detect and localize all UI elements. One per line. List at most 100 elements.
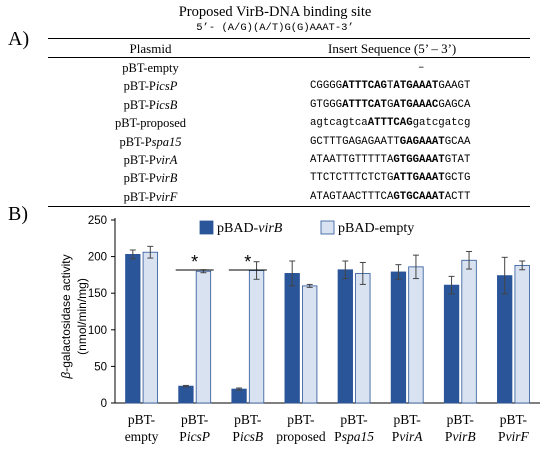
plasmid-name: pBT-PicsP <box>123 79 178 94</box>
insert-sequence: ATAGTAACTTTCAGTGCAAATACTT <box>310 190 471 203</box>
insert-sequence: agtcagtcaATTTCAGgatcgatcg <box>310 117 471 130</box>
plasmid-name: pBT-PvirA <box>123 153 178 167</box>
bar-virB <box>337 269 353 404</box>
insert-sequence: TTCTCTTTCTCTGATTGAAATGCTG <box>310 172 471 185</box>
panel-a-label: A) <box>8 28 30 50</box>
x-tick-label-line2: PvirF <box>498 429 530 444</box>
proposed-site-sequence: 5’- (A/G)(A/T)G(G)AAAT-3’ <box>196 22 354 34</box>
x-tick-label-line2: empty <box>125 429 159 444</box>
bar-virB <box>231 388 247 404</box>
x-tick-label-line1: pBT- <box>340 412 368 427</box>
table-row: pBT-PicsB GTGGGATTTCATGATGAAACGAGCA <box>48 96 530 114</box>
y-tick-label: 200 <box>88 252 107 264</box>
bar-empty <box>514 264 530 404</box>
x-tick-label-italic: icsP <box>187 429 210 444</box>
bar-virB <box>125 254 141 404</box>
header-insert-sequence: Insert Sequence (5’ – 3’) <box>328 41 457 56</box>
legend-label-empty: pBAD-empty <box>338 221 414 236</box>
legend-label-text: pBAD- <box>217 221 259 236</box>
x-tick-label-line1: pBT- <box>128 412 156 427</box>
y-axis-title: β-galactosidase activity <box>59 254 73 379</box>
legend-swatch-empty <box>320 220 335 235</box>
table-row: pBT-PvirF ATAGTAACTTTCAGTGCAAATACTT <box>48 188 530 206</box>
plasmid-name: pBT-empty <box>122 61 179 75</box>
x-tick-label-prefix: P <box>392 429 400 444</box>
table-row: pBT-PvirA ATAATTGTTTTTAGTGGAAATGTAT <box>48 151 530 169</box>
legend-label-virB: pBAD-virB <box>217 221 283 236</box>
panel-b-label: B) <box>8 203 28 225</box>
table-row: pBT-PvirB TTCTCTTTCTCTGATTGAAATGCTG <box>48 169 530 187</box>
bar-empty <box>142 251 158 404</box>
y-axis-unit: (nmol/min/mg) <box>75 278 89 355</box>
bar-empty <box>248 270 265 404</box>
x-tick-label-line2: Pspa15 <box>334 429 374 444</box>
legend-label-text: pBAD-empty <box>338 221 414 236</box>
x-tick-label-plain: empty <box>125 429 159 444</box>
bar-virB <box>284 273 300 404</box>
plasmid-name: pBT-PvirB <box>123 171 178 186</box>
x-tick-label-italic: virA <box>399 429 423 444</box>
x-tick-label-prefix: P <box>445 429 453 444</box>
insert-sequence: GTGGGATTTCATGATGAAACGAGCA <box>310 98 471 111</box>
proposed-site-title: Proposed VirB-DNA binding site <box>178 4 372 20</box>
legend-swatch-virB <box>199 220 214 235</box>
x-tick-label-line2: PvirA <box>392 429 424 444</box>
significance-star: * <box>191 252 198 272</box>
table-row: pBT-PicsP CGGGGATTTCAGTATGAAATGAAGT <box>48 77 530 95</box>
header-plasmid: Plasmid <box>129 41 172 56</box>
insert-sequence: GCTTTGAGAGAATTGAGAAATGCAA <box>310 135 471 148</box>
bar-virB <box>497 275 513 404</box>
y-tick-label: 50 <box>94 361 107 373</box>
table-header: Plasmid Insert Sequence (5’ – 3’) <box>48 39 530 57</box>
x-tick-label-italic: spa15 <box>342 429 375 444</box>
x-tick-label-line2: PicsP <box>179 429 210 444</box>
x-tick-label-line2: PicsB <box>232 429 263 444</box>
x-tick-label-line1: pBT- <box>287 412 315 427</box>
y-tick-label: 100 <box>88 325 107 337</box>
bar-empty <box>195 270 212 404</box>
plasmid-name: pBT-proposed <box>114 116 187 131</box>
y-tick-label: 150 <box>88 288 107 300</box>
y-axis-title-beta: β <box>59 372 73 380</box>
x-tick-label-line1: pBT- <box>234 412 262 427</box>
x-tick-label-line1: pBT- <box>394 412 422 427</box>
x-tick-label-italic: virB <box>452 429 475 444</box>
x-tick-label-line1: pBT- <box>181 412 209 427</box>
bar-empty <box>408 266 424 404</box>
bar-virB <box>178 385 194 404</box>
plasmid-name: pBT-PvirF <box>123 189 178 204</box>
plasmid-name: pBT-PicsB <box>123 97 178 112</box>
table-bottom-rule <box>48 206 530 207</box>
table-row: pBT-proposed agtcagtcaATTTCAGgatcgatcg <box>48 114 530 132</box>
table-row: pBT-empty – <box>48 59 530 77</box>
bar-virB <box>390 271 407 404</box>
x-tick-label-italic: virF <box>506 429 530 444</box>
y-axis-title-text: -galactosidase activity <box>59 254 73 371</box>
x-tick-label-line2: PvirB <box>445 429 476 444</box>
x-tick-label-line1: pBT- <box>447 412 475 427</box>
table-top-rule <box>48 38 530 39</box>
table-header-rule <box>48 57 530 58</box>
x-tick-label-prefix: P <box>334 429 342 444</box>
x-tick-label-prefix: P <box>232 429 240 444</box>
y-tick-label: 0 <box>101 398 107 410</box>
table-row: pBT-Pspa15 GCTTTGAGAGAATTGAGAAATGCAA <box>48 133 530 151</box>
x-tick-label-line2: proposed <box>276 429 326 444</box>
x-tick-label-prefix: P <box>498 429 506 444</box>
bar-empty <box>461 259 477 404</box>
bar-empty <box>355 273 371 404</box>
legend-label-italic: virB <box>258 221 283 236</box>
x-tick-label-italic: icsB <box>240 429 263 444</box>
significance-star: * <box>244 252 251 272</box>
insert-sequence: CGGGGATTTCAGTATGAAATGAAGT <box>310 80 471 93</box>
bar-empty <box>302 285 318 404</box>
bar-virB <box>443 284 460 404</box>
x-tick-label-plain: proposed <box>276 429 326 444</box>
x-tick-label-line1: pBT- <box>500 412 528 427</box>
y-tick-label: 250 <box>88 215 107 227</box>
x-tick-label-prefix: P <box>179 429 187 444</box>
insert-sequence: ATAATTGTTTTTAGTGGAAATGTAT <box>310 154 471 166</box>
plasmid-name: pBT-Pspa15 <box>119 134 182 149</box>
insert-sequence: – <box>418 62 425 74</box>
